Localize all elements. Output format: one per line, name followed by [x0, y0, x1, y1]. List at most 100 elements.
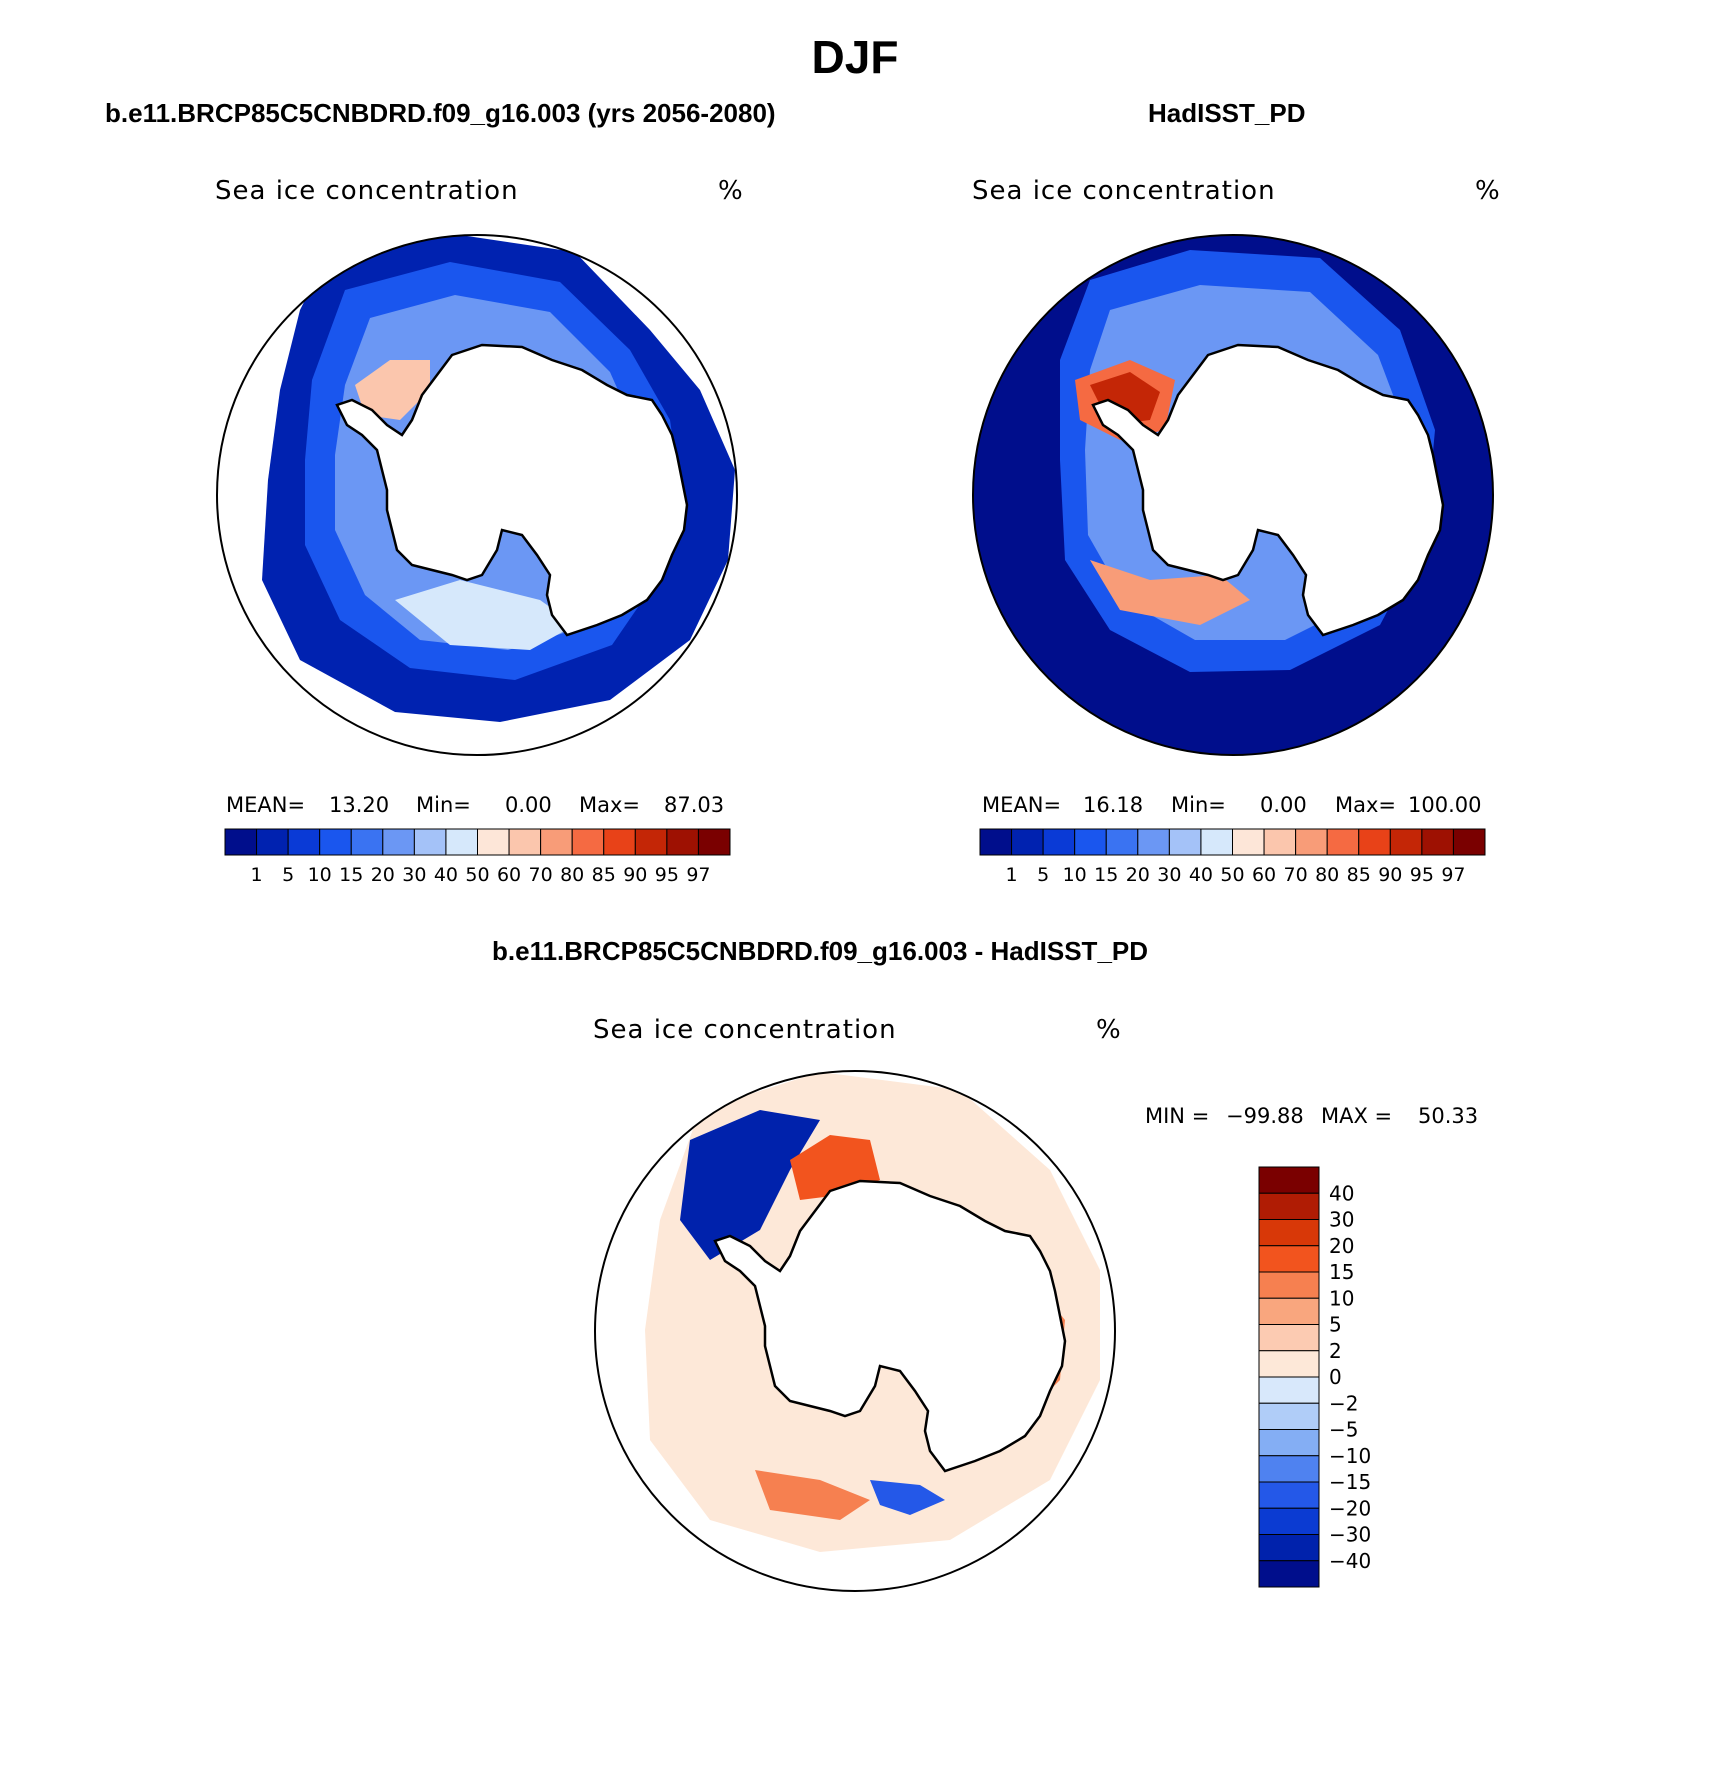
panel3-map-border	[594, 1070, 1116, 1592]
panel2-max-value: 100.00	[1408, 793, 1482, 817]
panel2-colorbar-tick-label: 80	[1315, 864, 1339, 886]
panel3-colorbar-swatch	[1258, 1507, 1320, 1535]
panel2-colorbar-tick-label: 20	[1126, 864, 1150, 886]
panel3-colorbar-tick-label: 15	[1329, 1260, 1354, 1284]
panel2-colorbar-tick-label: 30	[1157, 864, 1181, 886]
panel3-colorbar-swatch	[1258, 1534, 1320, 1562]
panel1-colorbar-swatch	[697, 828, 731, 856]
panel2-colorbar-tick-label: 15	[1094, 864, 1118, 886]
panel3-colorbar-swatch	[1258, 1245, 1320, 1273]
panel3-colorbar-tick-label: 40	[1329, 1181, 1354, 1205]
panel1-colorbar-tick-label: 50	[465, 864, 489, 886]
panel2-colorbar-swatch	[1074, 828, 1107, 856]
panel3-title: b.e11.BRCP85C5CNBDRD.f09_g16.003 - HadIS…	[492, 936, 1149, 966]
panel2-max-label: Max=	[1335, 793, 1397, 817]
panel2-colorbar-swatch	[1042, 828, 1076, 856]
panel2-min-label: Min=	[1171, 793, 1226, 817]
panel3-colorbar-tick-label: 0	[1329, 1365, 1342, 1389]
panel2-colorbar-swatch	[1263, 828, 1297, 856]
panel2-colorbar-swatch	[979, 828, 1013, 856]
panel3-colorbar-tick-label: 2	[1329, 1339, 1342, 1363]
panel2-colorbar-tick-label: 90	[1378, 864, 1402, 886]
panel1-max-label: Max=	[579, 793, 641, 817]
panel1-colorbar-tick-label: 97	[686, 864, 710, 886]
panel2-colorbar-tick-label: 5	[1037, 864, 1049, 886]
panel3-colorbar-tick-label: −15	[1329, 1470, 1371, 1494]
panel1-colorbar-swatch	[508, 828, 542, 856]
panel2-colorbar-tick-label: 50	[1220, 864, 1244, 886]
panel2-units-label: %	[1475, 176, 1501, 206]
panel1-map	[217, 235, 737, 755]
panel1-min-label: Min=	[416, 793, 471, 817]
panel1-colorbar-swatch	[224, 828, 258, 856]
panel1-colorbar-tick-label: 80	[560, 864, 584, 886]
panel1-colorbar-swatch	[382, 828, 415, 856]
panel1-mean-label: MEAN=	[226, 793, 306, 817]
panel1-colorbar-swatch	[256, 828, 289, 856]
panel3-map	[595, 1071, 1115, 1591]
panel2-colorbar-tick-label: 60	[1252, 864, 1276, 886]
panel3-colorbar-swatch	[1258, 1219, 1320, 1247]
panel2-variable-label: Sea ice concentration	[972, 176, 1276, 206]
panel3-colorbar-tick-label: −20	[1329, 1496, 1371, 1520]
panel1-colorbar-swatch	[319, 828, 352, 856]
panel1-variable-label: Sea ice concentration	[215, 176, 519, 206]
panel2-colorbar-swatch	[1389, 828, 1423, 856]
panel2-map	[973, 235, 1493, 755]
panel2-map-border	[972, 234, 1494, 756]
panel1-colorbar-tick-label: 30	[402, 864, 426, 886]
panel2-colorbar-tick-label: 97	[1441, 864, 1465, 886]
panel3-min-label: MIN =	[1145, 1104, 1210, 1128]
panel3-colorbar-swatch	[1258, 1455, 1320, 1483]
panel1-colorbar-swatch	[666, 828, 699, 856]
panel2-colorbar-tick-label: 10	[1063, 864, 1087, 886]
panel3-max-value: 50.33	[1418, 1104, 1479, 1128]
panel2-colorbar-tick-label: 70	[1284, 864, 1308, 886]
panel2-colorbar-swatch	[1137, 828, 1170, 856]
panel3-colorbar-swatch	[1258, 1350, 1320, 1378]
panel2-colorbar-swatch	[1011, 828, 1044, 856]
panel3-colorbar-tick-label: −2	[1329, 1391, 1358, 1415]
panel2-colorbar-swatch	[1421, 828, 1454, 856]
panel3-colorbar-swatch	[1258, 1297, 1320, 1325]
panel3-colorbar-tick-label: −10	[1329, 1444, 1371, 1468]
panel1-colorbar-tick-label: 60	[497, 864, 521, 886]
panel2-colorbar-swatch	[1326, 828, 1360, 856]
panel3-colorbar-swatch	[1258, 1429, 1320, 1457]
panel3-colorbar-swatch	[1258, 1324, 1320, 1352]
panel2-colorbar-tick-label: 1	[1006, 864, 1018, 886]
panel2-mean-value: 16.18	[1083, 793, 1144, 817]
panel1-colorbar-tick-label: 10	[308, 864, 332, 886]
panel1-colorbar-swatch	[540, 828, 573, 856]
panel1-map-border	[216, 234, 738, 756]
panel1-units-label: %	[718, 176, 744, 206]
panel1-colorbar-swatch	[350, 828, 384, 856]
panel1-colorbar: 1 5 10 15 20 30 40 50 60 70 80 85 90 95 97	[224, 828, 731, 886]
panel3-colorbar-swatch	[1258, 1192, 1320, 1220]
panel2-colorbar-swatch	[1452, 828, 1486, 856]
panel2-title: HadISST_PD	[1148, 98, 1306, 128]
panel2-colorbar: 1 5 10 15 20 30 40 50 60 70 80 85 90 95 97	[979, 828, 1486, 886]
panel1-colorbar-tick-label: 85	[592, 864, 616, 886]
panel3-colorbar-swatch	[1258, 1481, 1320, 1509]
panel1-colorbar-tick-label: 20	[371, 864, 395, 886]
panel3-min-value: −99.88	[1226, 1104, 1304, 1128]
panel3-units-label: %	[1096, 1015, 1122, 1045]
panel1-mean-value: 13.20	[329, 793, 390, 817]
panel1-colorbar-tick-label: 40	[434, 864, 458, 886]
panel2-colorbar-tick-label: 95	[1410, 864, 1434, 886]
panel2-colorbar-swatch	[1295, 828, 1328, 856]
panel1-colorbar-swatch	[603, 828, 636, 856]
panel2-colorbar-swatch	[1168, 828, 1202, 856]
panel3-colorbar-swatch	[1258, 1166, 1320, 1194]
panel3-colorbar-swatch	[1258, 1376, 1320, 1404]
panel3-variable-label: Sea ice concentration	[593, 1015, 897, 1045]
figure-title: DJF	[811, 31, 899, 83]
panel3-colorbar-swatch	[1258, 1560, 1320, 1588]
panel1-colorbar-swatch	[571, 828, 605, 856]
panel1-colorbar-tick-label: 70	[529, 864, 553, 886]
panel2-colorbar-swatch	[1200, 828, 1233, 856]
panel2-colorbar-swatch	[1105, 828, 1139, 856]
